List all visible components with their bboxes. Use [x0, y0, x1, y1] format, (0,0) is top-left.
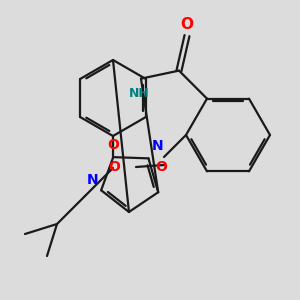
Text: N: N: [86, 173, 98, 187]
Text: N: N: [152, 140, 163, 153]
Text: O: O: [155, 160, 167, 174]
Text: NH: NH: [129, 87, 149, 100]
Text: O: O: [108, 160, 120, 174]
Text: O: O: [181, 16, 194, 32]
Text: O: O: [107, 138, 119, 152]
